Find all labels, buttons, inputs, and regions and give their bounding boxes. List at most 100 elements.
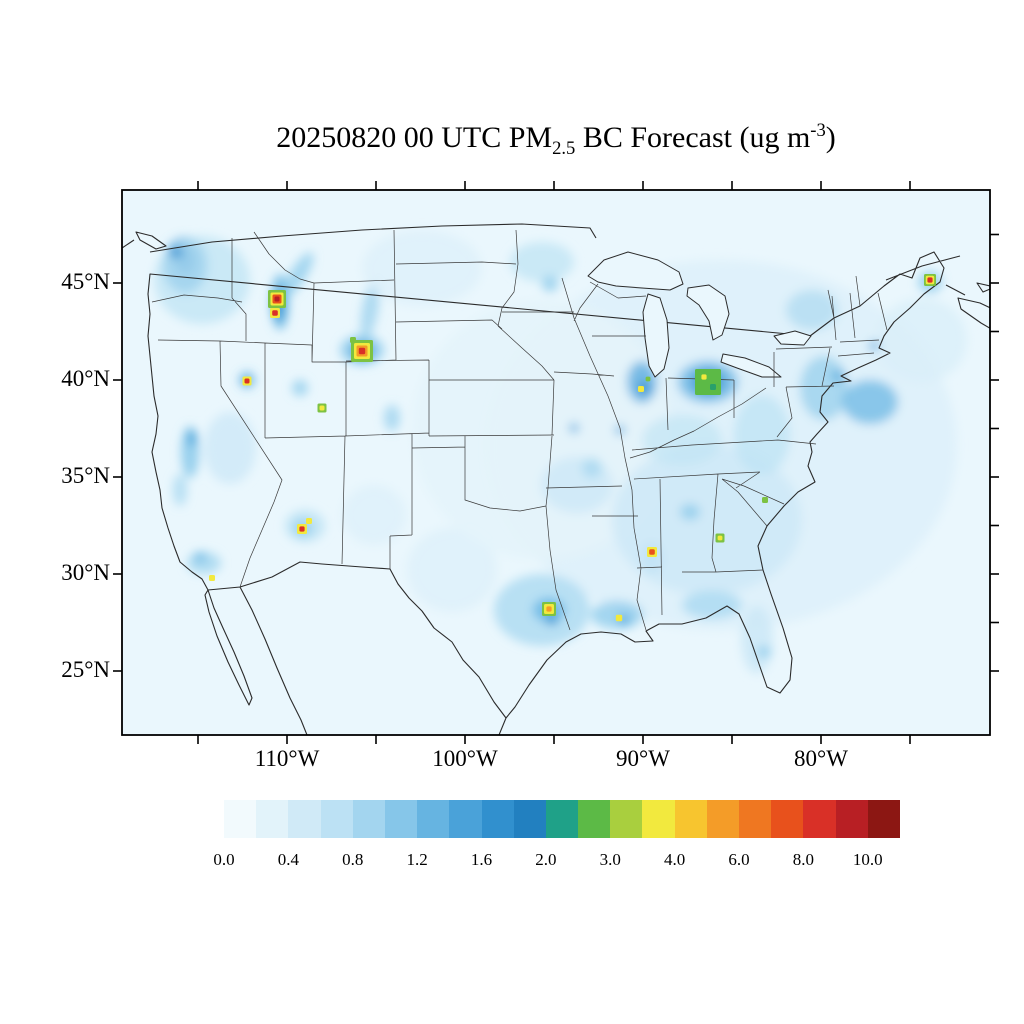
hotspot-idaho-a (274, 296, 280, 302)
colorbar-box (352, 800, 385, 838)
concentration-plumes-layer (154, 230, 967, 674)
colorbar-box (867, 800, 900, 838)
hotspot-arizona-a (299, 526, 305, 532)
plume (187, 430, 197, 446)
colorbar-label: 1.2 (406, 850, 428, 869)
colorbar-box (256, 800, 289, 838)
plume (680, 504, 700, 520)
colorbar-label: 1.6 (470, 850, 493, 869)
hotspot-utah-east (319, 405, 325, 411)
y-axis-label: 25°N (61, 657, 110, 682)
hotspot-socal-border (209, 575, 215, 581)
plume (204, 412, 256, 484)
colorbar-box (706, 800, 739, 838)
plume (741, 606, 773, 674)
plume (510, 242, 574, 282)
colorbar-box (578, 800, 611, 838)
great-lakes (587, 251, 812, 378)
colorbar-box (610, 800, 643, 838)
plume (407, 528, 497, 612)
plume (384, 405, 400, 431)
colorbar-box (513, 800, 546, 838)
colorbar-box (739, 800, 772, 838)
hotspot-louisiana (615, 614, 623, 622)
plume (682, 591, 742, 619)
plume (546, 615, 558, 625)
colorbar-box (642, 800, 675, 838)
colorbar-label: 10.0 (852, 850, 883, 869)
plume (194, 552, 206, 562)
colorbar-box (224, 800, 257, 838)
colorbar (224, 800, 900, 838)
hotspot-ohio-speck-b (710, 384, 716, 390)
plume (292, 380, 308, 396)
chart-title: 20250820 00 UTC PM2.5 BC Forecast (ug m-… (276, 120, 836, 159)
plot-frame (121, 189, 991, 736)
plume (786, 290, 838, 330)
colorbar-box (320, 800, 353, 838)
us-coastline-and-borders (122, 223, 990, 735)
colorbar-box (384, 800, 418, 838)
plume (169, 246, 183, 258)
hotspot-nevada-utah (244, 378, 250, 384)
plume (757, 646, 771, 658)
colorbar-box (771, 800, 804, 838)
plume (282, 252, 314, 298)
colorbar-box (835, 800, 868, 838)
plume (173, 474, 187, 506)
colorbar-label: 0.4 (277, 850, 299, 869)
plume (342, 485, 406, 545)
plume (569, 423, 579, 433)
x-axis-label: 90°W (616, 746, 670, 771)
plume (154, 236, 250, 324)
plume (541, 457, 613, 513)
hotspot-illinois-a (638, 386, 644, 392)
hotspot-wyoming-a (358, 347, 366, 355)
axis-ticks (113, 181, 999, 744)
colorbar-label: 4.0 (664, 850, 686, 869)
hotspot-mississippi (649, 549, 655, 555)
colorbar-label: 2.0 (535, 850, 557, 869)
colorbar-label: 8.0 (792, 850, 815, 869)
title-subscript: 2.5 (552, 138, 576, 159)
hotspot-carolinas (762, 497, 768, 503)
colorbar-box (674, 800, 707, 838)
plume (877, 298, 967, 382)
plume (542, 276, 558, 292)
hotspot-illinois-b (645, 376, 651, 382)
colorbar-box (545, 800, 579, 838)
plume (362, 230, 482, 306)
x-axis-label: 80°W (794, 746, 848, 771)
geography-layer (122, 223, 990, 735)
colorbar-label: 0.8 (342, 850, 364, 869)
hotspot-texas-gulf (546, 606, 552, 612)
hotspot-ohio-indiana-blob (695, 369, 721, 395)
plume (642, 415, 722, 465)
colorbar-box (417, 800, 450, 838)
state-borders (151, 229, 888, 631)
colorbar-label: 6.0 (728, 850, 750, 869)
hotspot-georgia (717, 535, 723, 541)
hotspot-ohio-speck-a (701, 374, 707, 380)
x-axis-label: 110°W (254, 746, 320, 771)
hotspot-wyoming-b (350, 337, 356, 343)
hotspot-idaho-b (272, 310, 278, 316)
plume (612, 445, 802, 595)
plume (582, 458, 602, 478)
y-axis-label: 35°N (61, 463, 110, 488)
y-axis-label: 45°N (61, 269, 110, 294)
plume (800, 356, 848, 420)
colorbar-label: 0.0 (213, 850, 235, 869)
hotspot-layer (209, 274, 936, 622)
y-axis-label: 40°N (61, 366, 110, 391)
hotspot-arizona-b (306, 518, 312, 524)
y-axis-label: 30°N (61, 560, 110, 585)
plume (842, 380, 898, 424)
title-superscript: -3 (810, 120, 826, 141)
colorbar-box (803, 800, 836, 838)
colorbar-box (481, 800, 514, 838)
plume (734, 395, 790, 475)
colorbar-box (288, 800, 321, 838)
